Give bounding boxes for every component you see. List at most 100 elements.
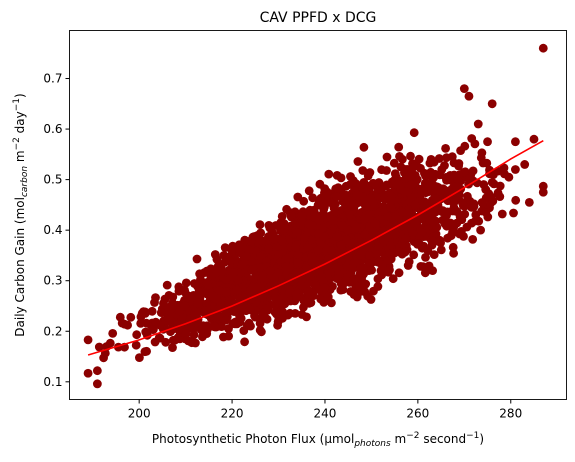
data-point xyxy=(442,211,451,220)
data-point xyxy=(247,265,257,275)
data-point xyxy=(251,312,260,322)
data-point xyxy=(221,309,230,318)
data-point xyxy=(256,228,266,238)
data-point xyxy=(194,289,204,299)
data-point xyxy=(273,317,283,327)
data-point xyxy=(306,235,316,245)
data-point xyxy=(216,299,226,309)
data-point xyxy=(94,342,104,352)
data-point xyxy=(247,257,257,267)
x-tick-label: 260 xyxy=(406,407,429,421)
data-point xyxy=(336,240,346,250)
data-point xyxy=(398,207,407,217)
data-point xyxy=(291,219,301,228)
data-point xyxy=(162,280,172,290)
data-point xyxy=(273,268,283,278)
data-point xyxy=(245,304,255,314)
data-point xyxy=(538,43,548,53)
data-point xyxy=(213,311,223,321)
data-point xyxy=(274,250,284,259)
data-point xyxy=(311,213,321,222)
data-point xyxy=(83,335,93,345)
data-point xyxy=(482,158,492,168)
data-point xyxy=(297,211,307,221)
data-point xyxy=(509,208,518,218)
data-point xyxy=(442,153,451,163)
data-point xyxy=(485,192,495,201)
data-point xyxy=(456,146,465,156)
data-point xyxy=(123,320,132,330)
data-point xyxy=(155,320,165,330)
data-point xyxy=(442,175,451,185)
data-point xyxy=(147,306,157,316)
data-point xyxy=(255,325,265,335)
data-point xyxy=(346,287,356,296)
data-point xyxy=(291,242,300,252)
data-point xyxy=(228,268,238,278)
data-point xyxy=(115,312,125,322)
data-point xyxy=(387,192,397,201)
data-point xyxy=(338,280,348,290)
x-tick-label: 240 xyxy=(314,407,337,421)
data-point xyxy=(332,232,342,241)
data-point xyxy=(255,220,265,230)
data-point xyxy=(308,193,318,203)
data-point xyxy=(407,171,417,181)
data-point xyxy=(202,299,212,309)
data-point xyxy=(368,227,378,237)
data-point xyxy=(217,267,227,277)
data-point xyxy=(131,340,141,350)
data-point xyxy=(336,173,346,183)
data-point xyxy=(202,278,212,287)
data-point xyxy=(421,171,430,181)
data-point xyxy=(425,158,435,168)
data-point xyxy=(244,318,254,328)
data-point xyxy=(394,268,404,278)
data-point xyxy=(493,188,503,198)
data-point xyxy=(281,254,291,264)
data-point xyxy=(315,179,325,189)
data-point xyxy=(137,308,147,318)
data-point xyxy=(263,304,273,313)
data-point xyxy=(168,343,177,352)
data-point xyxy=(271,221,281,230)
data-point xyxy=(280,224,289,234)
data-point xyxy=(463,191,472,201)
data-point xyxy=(265,266,275,276)
data-point xyxy=(431,194,440,204)
data-point xyxy=(520,160,530,169)
data-point xyxy=(394,179,403,189)
y-tick-label: 0.1 xyxy=(43,375,62,389)
data-point xyxy=(292,228,302,237)
data-point xyxy=(240,337,250,347)
data-point xyxy=(244,245,254,254)
data-point xyxy=(418,262,428,271)
data-point xyxy=(320,283,330,293)
y-tick-label: 0.4 xyxy=(43,223,62,237)
data-point xyxy=(126,312,136,322)
y-tick-label: 0.7 xyxy=(43,72,62,86)
data-point xyxy=(269,234,279,244)
data-point xyxy=(186,337,195,346)
data-point xyxy=(348,275,358,285)
data-point xyxy=(304,287,314,296)
data-point xyxy=(457,227,466,236)
data-point xyxy=(529,134,539,144)
data-point xyxy=(363,171,373,181)
x-tick-label: 220 xyxy=(221,407,244,421)
data-point xyxy=(373,191,383,201)
data-point xyxy=(470,139,480,149)
data-point xyxy=(293,192,303,202)
data-point xyxy=(347,202,357,212)
data-point xyxy=(353,157,363,166)
data-point xyxy=(403,187,413,196)
data-point xyxy=(395,247,404,257)
data-point xyxy=(237,260,247,270)
data-point xyxy=(449,222,459,232)
data-point xyxy=(464,91,474,101)
data-point xyxy=(421,253,430,262)
data-point xyxy=(386,203,396,213)
data-point xyxy=(215,286,224,296)
data-point xyxy=(406,151,415,161)
data-point xyxy=(132,330,142,340)
